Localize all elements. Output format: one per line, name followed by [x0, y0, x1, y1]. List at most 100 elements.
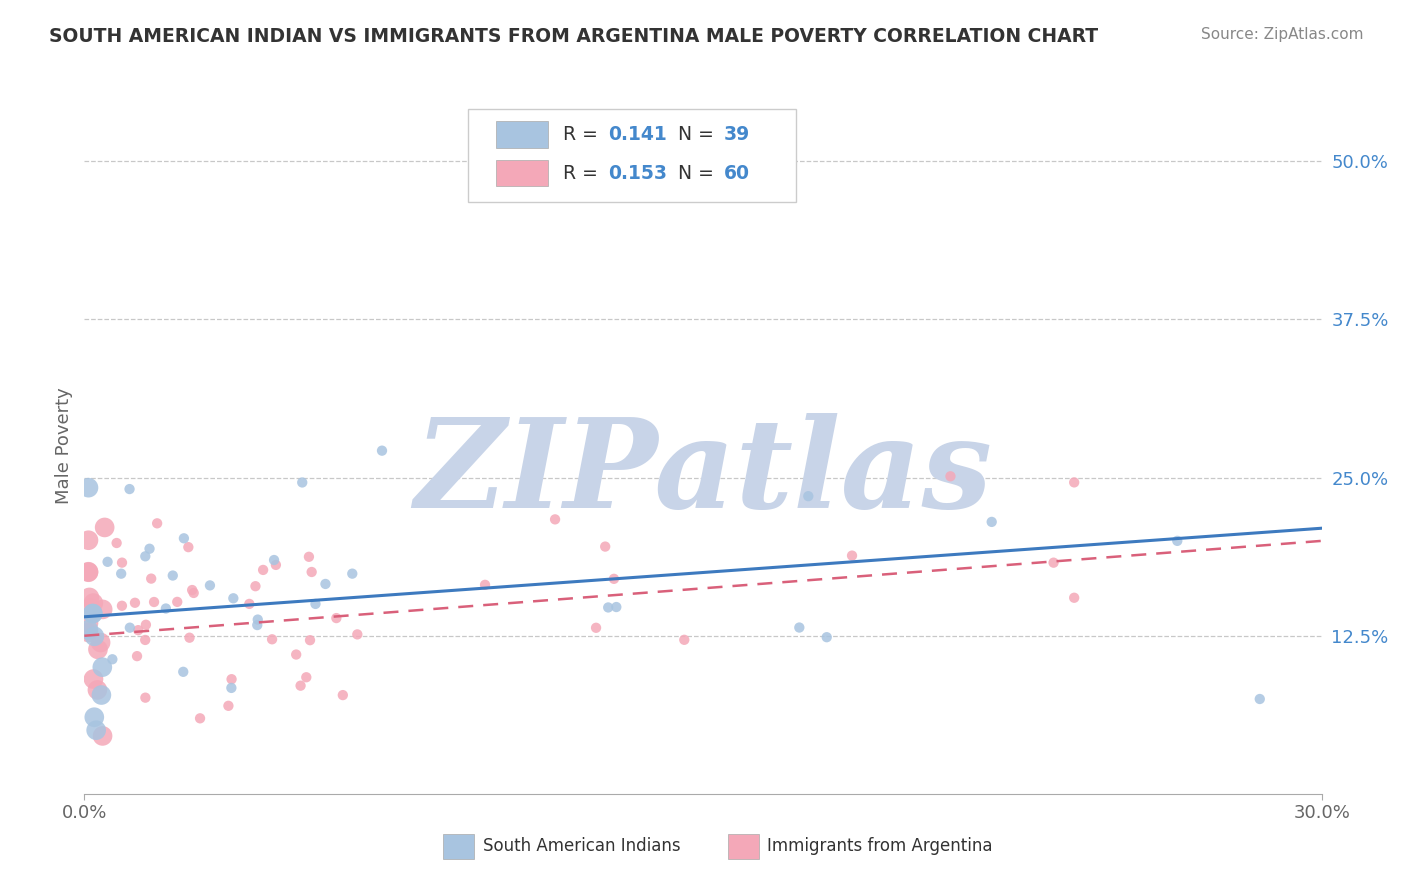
Point	[188, 711, 211, 725]
Point	[183, 586, 205, 600]
Text: 0.153: 0.153	[607, 164, 666, 183]
Point	[246, 618, 269, 632]
Point	[238, 597, 260, 611]
Point	[93, 520, 115, 534]
Point	[97, 555, 120, 569]
Text: R =: R =	[564, 164, 605, 183]
Point	[77, 533, 100, 548]
Point	[87, 642, 110, 657]
Point	[593, 540, 616, 554]
Point	[111, 556, 134, 570]
FancyBboxPatch shape	[443, 833, 474, 859]
Point	[172, 665, 194, 679]
Point	[332, 688, 354, 702]
Point	[245, 579, 267, 593]
Point	[217, 698, 239, 713]
FancyBboxPatch shape	[496, 121, 548, 147]
Point	[173, 531, 195, 545]
Point	[314, 577, 336, 591]
Point	[77, 565, 100, 579]
Point	[222, 591, 245, 606]
Point	[127, 623, 149, 637]
Point	[82, 672, 104, 686]
Point	[605, 600, 627, 615]
Point	[155, 601, 177, 615]
Text: 39: 39	[724, 125, 751, 144]
Point	[118, 621, 141, 635]
Point	[544, 512, 567, 526]
Point	[82, 596, 104, 610]
Point	[295, 670, 318, 684]
Point	[124, 596, 146, 610]
Point	[198, 578, 221, 592]
Point	[371, 443, 394, 458]
Point	[585, 621, 607, 635]
Text: 60: 60	[724, 164, 749, 183]
Point	[673, 632, 696, 647]
Point	[111, 599, 134, 613]
Point	[1063, 591, 1085, 605]
Point	[298, 549, 321, 564]
Point	[83, 629, 105, 643]
Point	[1063, 475, 1085, 490]
Point	[221, 681, 243, 695]
Point	[1166, 533, 1188, 548]
Point	[1249, 692, 1271, 706]
Point	[138, 541, 160, 556]
Point	[91, 660, 114, 674]
Point	[134, 632, 156, 647]
Point	[298, 633, 321, 648]
Point	[90, 688, 112, 702]
Y-axis label: Male Poverty: Male Poverty	[55, 388, 73, 504]
Text: 0.141: 0.141	[607, 125, 666, 144]
Point	[474, 578, 496, 592]
Point	[264, 558, 287, 572]
Point	[1042, 556, 1064, 570]
Point	[603, 572, 626, 586]
Point	[146, 516, 169, 531]
Point	[301, 565, 323, 579]
Text: ZIPatlas: ZIPatlas	[413, 413, 993, 534]
Point	[84, 723, 107, 738]
Point	[143, 595, 166, 609]
Text: R =: R =	[564, 125, 605, 144]
Point	[342, 566, 364, 581]
Point	[118, 482, 141, 496]
Point	[291, 475, 314, 490]
Point	[246, 613, 269, 627]
Point	[77, 623, 100, 637]
Point	[86, 682, 108, 697]
Point	[125, 649, 148, 664]
Text: SOUTH AMERICAN INDIAN VS IMMIGRANTS FROM ARGENTINA MALE POVERTY CORRELATION CHAR: SOUTH AMERICAN INDIAN VS IMMIGRANTS FROM…	[49, 27, 1098, 45]
Point	[179, 631, 201, 645]
Point	[797, 489, 820, 503]
Point	[105, 536, 128, 550]
Point	[110, 566, 132, 581]
Point	[134, 549, 156, 564]
Point	[77, 481, 100, 495]
Point	[135, 617, 157, 632]
Text: Source: ZipAtlas.com: Source: ZipAtlas.com	[1201, 27, 1364, 42]
Point	[815, 630, 838, 644]
Point	[290, 679, 312, 693]
Point	[939, 469, 962, 483]
Point	[263, 553, 285, 567]
Text: Immigrants from Argentina: Immigrants from Argentina	[768, 837, 993, 855]
Point	[79, 601, 101, 615]
Point	[346, 627, 368, 641]
Point	[90, 635, 112, 649]
Point	[82, 607, 104, 621]
Point	[134, 690, 156, 705]
FancyBboxPatch shape	[496, 160, 548, 186]
Point	[91, 729, 114, 743]
Point	[79, 591, 101, 605]
Text: N =: N =	[672, 125, 720, 144]
Point	[166, 595, 188, 609]
Text: South American Indians: South American Indians	[482, 837, 681, 855]
Point	[598, 600, 620, 615]
Point	[841, 549, 863, 563]
Point	[177, 540, 200, 554]
Point	[789, 621, 811, 635]
Point	[83, 710, 105, 724]
Point	[141, 572, 163, 586]
